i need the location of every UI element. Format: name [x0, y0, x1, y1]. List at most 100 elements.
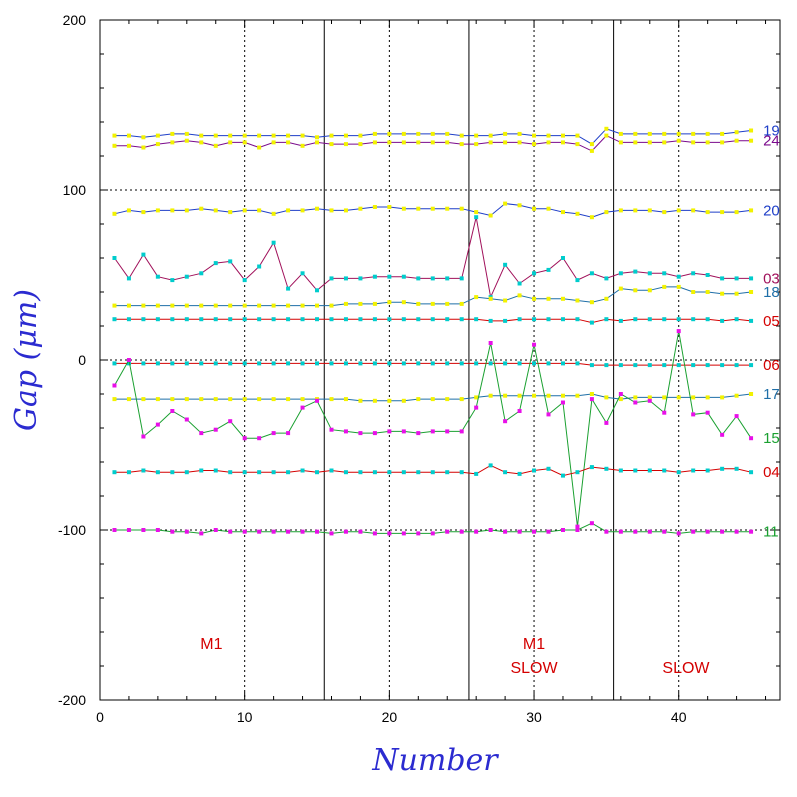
data-point — [734, 138, 739, 143]
data-point — [705, 468, 710, 473]
data-point — [416, 131, 421, 136]
data-point — [662, 210, 667, 215]
data-point — [271, 361, 276, 366]
data-point — [560, 400, 565, 405]
data-point — [329, 142, 334, 147]
data-point — [401, 317, 406, 322]
data-point — [213, 303, 218, 308]
data-point — [126, 528, 131, 532]
data-point — [560, 140, 565, 145]
data-point — [720, 432, 725, 437]
series-label: 24 — [763, 133, 780, 150]
data-point — [474, 471, 479, 476]
data-point — [213, 143, 218, 148]
data-point — [618, 363, 623, 368]
data-point — [575, 470, 580, 475]
data-point — [662, 410, 667, 415]
data-point — [358, 206, 363, 211]
data-point — [329, 531, 334, 536]
data-point — [112, 211, 117, 216]
data-point — [430, 317, 435, 322]
data-point — [387, 470, 392, 475]
data-point — [170, 140, 175, 145]
data-point — [604, 529, 609, 534]
series-label: 06 — [763, 357, 780, 374]
data-point — [691, 395, 696, 400]
series-04 — [112, 463, 754, 478]
data-point — [517, 409, 522, 413]
data-point — [676, 470, 681, 475]
data-point — [372, 301, 377, 306]
x-axis-title: Number — [371, 743, 499, 778]
data-point — [401, 131, 406, 136]
data-point — [705, 273, 710, 277]
data-point — [749, 128, 754, 133]
data-point — [358, 301, 363, 306]
data-point — [315, 206, 320, 211]
data-point — [372, 398, 377, 403]
data-point — [112, 397, 117, 402]
grid — [100, 20, 780, 700]
data-point — [228, 361, 233, 366]
data-point — [749, 363, 754, 368]
data-point — [126, 276, 131, 281]
data-point — [199, 271, 204, 276]
data-point — [343, 361, 348, 366]
data-point — [199, 361, 204, 366]
data-point — [633, 131, 638, 136]
data-point — [387, 140, 392, 145]
data-point — [705, 131, 710, 136]
data-point — [184, 361, 189, 366]
data-point — [560, 296, 565, 301]
data-point — [749, 138, 754, 143]
data-point — [430, 429, 435, 434]
data-point — [387, 300, 392, 305]
data-point — [720, 140, 725, 145]
data-point — [242, 208, 247, 213]
data-point — [517, 131, 522, 136]
data-point — [691, 271, 696, 276]
data-point — [633, 317, 638, 322]
data-point — [141, 252, 146, 257]
data-point — [271, 317, 276, 322]
data-point — [459, 317, 464, 322]
data-point — [242, 529, 247, 534]
y-axis-title: Gap (μm) — [9, 289, 44, 431]
data-point — [329, 303, 334, 308]
data-point — [387, 205, 392, 209]
data-point — [199, 531, 204, 536]
data-point — [343, 208, 348, 213]
data-point — [604, 133, 609, 138]
data-point — [184, 303, 189, 308]
data-point — [459, 301, 464, 306]
data-point — [126, 317, 131, 322]
data-point — [575, 278, 580, 283]
data-point — [546, 296, 551, 301]
data-point — [546, 393, 551, 398]
data-point — [676, 274, 681, 279]
data-point — [749, 290, 754, 294]
data-point — [315, 470, 320, 475]
data-point — [242, 470, 247, 475]
data-point — [184, 317, 189, 322]
data-point — [315, 140, 320, 145]
data-point — [300, 317, 305, 322]
series-label: 03 — [763, 270, 780, 287]
data-point — [343, 429, 348, 434]
data-point — [662, 363, 667, 368]
series-label: 11 — [763, 524, 779, 541]
data-point — [589, 521, 594, 526]
data-point — [532, 271, 537, 276]
data-point — [503, 201, 508, 206]
data-point — [242, 317, 247, 322]
data-point — [271, 140, 276, 145]
data-point — [618, 318, 623, 323]
data-point — [662, 131, 667, 136]
data-point — [503, 318, 508, 323]
data-point — [228, 317, 233, 322]
data-point — [329, 133, 334, 138]
data-point — [488, 341, 493, 345]
data-point — [705, 363, 710, 368]
data-point — [575, 298, 580, 303]
annotation: M1 — [200, 636, 222, 653]
